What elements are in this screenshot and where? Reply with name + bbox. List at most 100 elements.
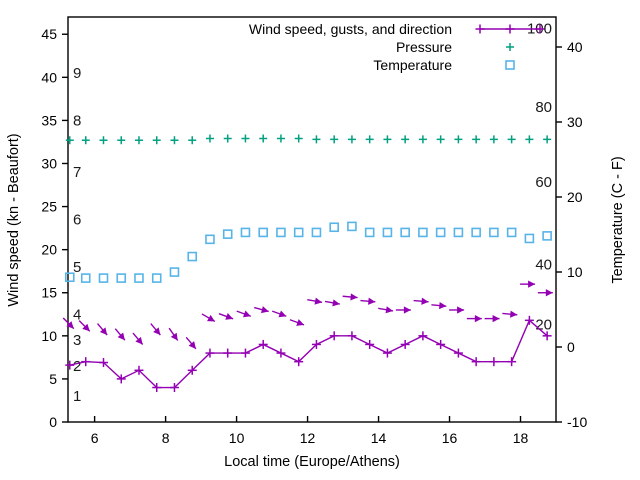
x-tick-label: 18 bbox=[513, 430, 529, 446]
plus-marker bbox=[187, 365, 197, 375]
y-tick-label: 40 bbox=[41, 69, 57, 85]
plus-marker bbox=[543, 135, 552, 144]
square-marker bbox=[506, 227, 517, 238]
beaufort-label: 8 bbox=[73, 112, 81, 129]
x-tick-label: 12 bbox=[300, 430, 316, 446]
square-marker bbox=[524, 233, 535, 244]
y-tick-label: 20 bbox=[41, 242, 57, 258]
y2-tick-label: 20 bbox=[567, 189, 583, 205]
square-marker bbox=[98, 273, 109, 283]
plus-marker bbox=[347, 135, 356, 144]
y2-axis-title: Temperature (C - F) bbox=[610, 156, 626, 283]
gust-arrow bbox=[78, 320, 91, 332]
plot-frame bbox=[67, 16, 557, 423]
beaufort-scale-labels: 1 2 3 4 5 6 7 8 9 bbox=[73, 65, 81, 405]
gust-arrow bbox=[466, 314, 482, 323]
square-marker bbox=[400, 227, 410, 238]
beaufort-label: 9 bbox=[73, 65, 81, 82]
plus-marker bbox=[542, 331, 552, 341]
plus-marker bbox=[471, 357, 481, 367]
legend-label: Pressure bbox=[396, 39, 452, 55]
plus-marker bbox=[382, 348, 392, 358]
y-axis-title: Wind speed (kn - Beaufort) bbox=[6, 133, 22, 306]
plus-marker bbox=[134, 365, 144, 375]
plus-marker bbox=[81, 136, 90, 145]
plus-marker bbox=[134, 136, 143, 145]
legend-label: Temperature bbox=[373, 57, 452, 73]
wind-speed-series bbox=[65, 315, 552, 393]
plus-marker bbox=[312, 135, 321, 144]
y-tick-label: 30 bbox=[41, 155, 57, 171]
x-axis-title: Local time (Europe/Athens) bbox=[224, 454, 400, 470]
gust-arrow bbox=[168, 327, 179, 341]
fahrenheit-label: 20 bbox=[535, 317, 552, 334]
plus-marker bbox=[223, 348, 233, 358]
y2-tick-label: -10 bbox=[567, 414, 587, 430]
square-marker bbox=[240, 227, 251, 238]
gust-arrow bbox=[342, 293, 358, 301]
chart-legend: Wind speed, gusts, and direction Pressure… bbox=[249, 21, 545, 73]
plus-marker bbox=[489, 357, 499, 367]
plus-marker bbox=[117, 136, 126, 145]
plus-marker bbox=[223, 134, 232, 143]
plus-marker bbox=[329, 331, 339, 341]
plus-marker bbox=[436, 339, 446, 349]
square-marker bbox=[311, 227, 322, 238]
x-tick-label: 14 bbox=[371, 430, 387, 446]
beaufort-label: 3 bbox=[73, 332, 81, 349]
plus-marker bbox=[507, 135, 516, 144]
beaufort-label: 1 bbox=[73, 388, 81, 405]
wind-speed-line bbox=[69, 319, 548, 389]
y-tick-label: 15 bbox=[41, 285, 57, 301]
square-marker bbox=[542, 231, 552, 241]
square-marker bbox=[64, 272, 75, 283]
plus-marker bbox=[116, 374, 126, 384]
plus-marker bbox=[330, 135, 339, 144]
plus-marker bbox=[99, 136, 108, 145]
gust-arrow bbox=[236, 310, 252, 318]
square-marker bbox=[258, 227, 269, 238]
square-marker bbox=[505, 60, 515, 70]
plus-marker bbox=[436, 135, 445, 144]
x-tick-label: 8 bbox=[162, 430, 170, 446]
plus-marker bbox=[152, 383, 162, 393]
plus-marker bbox=[276, 134, 285, 143]
square-marker bbox=[435, 227, 446, 238]
square-marker bbox=[151, 273, 162, 283]
x-tick-label: 6 bbox=[91, 430, 99, 446]
square-marker bbox=[471, 227, 481, 238]
gust-arrow bbox=[96, 323, 108, 336]
beaufort-label: 5 bbox=[73, 259, 81, 276]
plus-marker bbox=[240, 348, 250, 358]
gust-arrow bbox=[360, 297, 376, 305]
gust-arrow bbox=[254, 306, 269, 314]
square-marker bbox=[187, 251, 198, 262]
gust-arrow bbox=[62, 317, 75, 330]
beaufort-label: 2 bbox=[73, 358, 81, 375]
y2-axis-ticks: -10 0 10 20 30 40 bbox=[556, 39, 587, 430]
gust-direction-series bbox=[62, 280, 553, 350]
y-tick-label: 0 bbox=[49, 414, 57, 430]
gust-arrow bbox=[307, 297, 323, 305]
gust-arrow bbox=[114, 328, 126, 341]
y2-tick-label: 10 bbox=[567, 264, 583, 280]
square-marker bbox=[222, 229, 233, 239]
plus-marker bbox=[365, 135, 374, 144]
y2-tick-label: 30 bbox=[567, 114, 583, 130]
x-tick-label: 16 bbox=[442, 430, 458, 446]
y-tick-label: 35 bbox=[41, 112, 57, 128]
gust-arrow bbox=[150, 323, 161, 336]
square-marker bbox=[364, 227, 375, 238]
x-axis-ticks: 6 8 10 12 14 16 18 bbox=[91, 416, 529, 446]
plus-marker bbox=[65, 360, 75, 370]
plus-marker bbox=[454, 135, 463, 144]
plus-marker bbox=[294, 134, 303, 143]
fahrenheit-label: 40 bbox=[535, 257, 552, 274]
gust-arrow bbox=[289, 319, 305, 326]
plus-marker bbox=[276, 348, 286, 358]
y-axis-ticks: 0 5 10 15 20 25 30 35 40 45 bbox=[41, 26, 68, 430]
gust-arrow bbox=[537, 289, 553, 297]
plus-marker bbox=[506, 43, 514, 51]
